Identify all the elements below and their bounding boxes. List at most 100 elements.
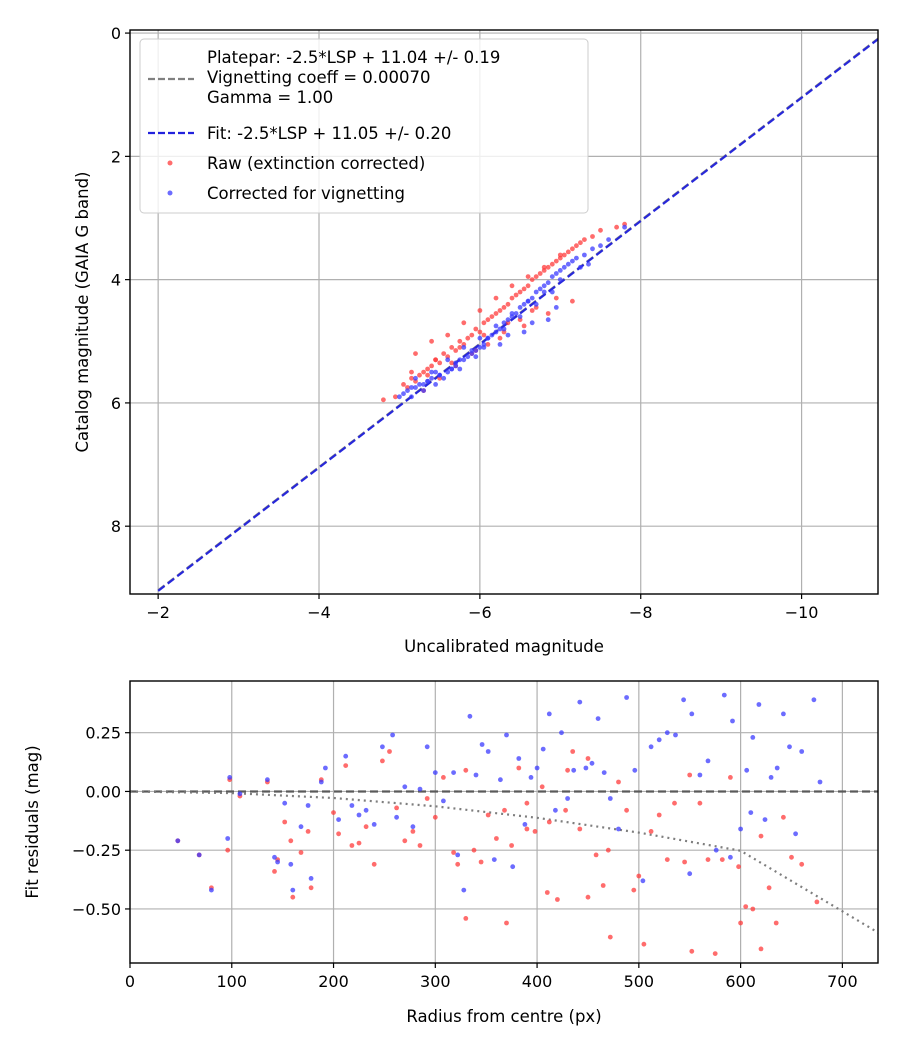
- point-corrected: [209, 887, 214, 893]
- point-corrected: [429, 375, 434, 381]
- point-raw: [521, 286, 527, 292]
- point-corrected: [318, 779, 324, 785]
- bottom-x-axis-label: Radius from centre (px): [406, 1007, 601, 1026]
- legend-fit-label: Fit: -2.5*LSP + 11.05 +/- 0.20: [207, 124, 451, 143]
- point-raw: [545, 311, 551, 316]
- point-corrected: [787, 744, 792, 750]
- point-raw: [738, 920, 743, 926]
- point-corrected: [481, 345, 487, 350]
- point-corrected: [730, 718, 735, 724]
- point-corrected: [433, 369, 438, 375]
- point-raw: [451, 850, 456, 855]
- point-raw: [766, 885, 772, 891]
- point-raw: [524, 800, 530, 806]
- point-corrected: [534, 765, 540, 771]
- point-raw: [593, 852, 599, 858]
- point-raw: [789, 854, 794, 860]
- point-corrected: [590, 246, 595, 252]
- point-corrected: [465, 354, 471, 360]
- y-tick-label: 0: [111, 24, 121, 43]
- point-corrected: [705, 758, 711, 764]
- point-corrected: [265, 777, 270, 783]
- point-raw: [449, 360, 455, 366]
- y-tick-label: 2: [111, 147, 121, 166]
- point-corrected: [529, 295, 535, 301]
- point-raw: [356, 840, 362, 846]
- point-raw: [712, 951, 718, 956]
- point-corrected: [681, 697, 686, 703]
- point-corrected: [738, 826, 743, 832]
- point-corrected: [305, 803, 311, 808]
- point-corrected: [405, 388, 410, 393]
- point-raw: [290, 894, 296, 900]
- point-corrected: [570, 258, 575, 264]
- point-raw: [773, 920, 779, 926]
- point-raw: [758, 946, 764, 952]
- point-raw: [497, 335, 503, 341]
- point-corrected: [432, 770, 438, 775]
- point-corrected: [445, 369, 451, 375]
- point-raw: [336, 831, 341, 837]
- point-raw: [421, 369, 426, 375]
- point-corrected: [473, 772, 479, 778]
- point-corrected: [501, 326, 507, 332]
- point-raw: [504, 920, 509, 926]
- point-raw: [532, 829, 538, 834]
- point-raw: [509, 843, 514, 848]
- point-corrected: [282, 800, 288, 806]
- point-corrected: [721, 692, 727, 698]
- point-raw: [590, 234, 595, 239]
- point-corrected: [449, 366, 455, 372]
- point-corrected: [571, 767, 577, 773]
- point-raw: [455, 861, 461, 867]
- point-raw: [308, 885, 314, 891]
- point-corrected: [479, 742, 485, 747]
- point-corrected: [549, 274, 555, 279]
- point-raw: [545, 264, 551, 270]
- point-corrected: [469, 348, 475, 353]
- point-corrected: [728, 854, 733, 860]
- point-raw: [561, 252, 567, 258]
- point-corrected: [410, 824, 416, 830]
- bottom-plot-area: [130, 692, 878, 956]
- point-corrected: [356, 812, 362, 818]
- point-corrected: [501, 320, 507, 326]
- point-corrected: [336, 817, 341, 822]
- point-corrected: [565, 261, 571, 267]
- point-raw: [380, 758, 385, 764]
- point-raw: [563, 807, 568, 813]
- point-raw: [555, 897, 560, 902]
- point-corrected: [521, 329, 527, 335]
- point-corrected: [485, 335, 491, 341]
- point-corrected: [308, 876, 314, 881]
- point-corrected: [557, 268, 563, 273]
- point-raw: [525, 274, 531, 279]
- point-raw: [598, 227, 603, 233]
- point-raw: [750, 906, 756, 912]
- point-corrected: [589, 760, 595, 766]
- point-corrected: [196, 852, 202, 858]
- point-corrected: [491, 857, 497, 862]
- point-corrected: [510, 864, 516, 870]
- point-raw: [497, 308, 503, 313]
- point-corrected: [225, 836, 231, 841]
- point-corrected: [521, 301, 527, 307]
- legend-platepar-line: Gamma = 1.00: [207, 88, 333, 107]
- point-raw: [524, 826, 530, 832]
- point-raw: [600, 883, 606, 888]
- point-raw: [349, 843, 355, 848]
- point-corrected: [607, 796, 613, 801]
- point-raw: [624, 807, 629, 813]
- point-corrected: [528, 775, 534, 780]
- point-raw: [471, 847, 477, 853]
- point-raw: [225, 847, 231, 853]
- point-corrected: [457, 357, 463, 363]
- point-corrected: [455, 852, 461, 858]
- point-corrected: [505, 332, 511, 338]
- point-corrected: [529, 320, 535, 326]
- point-corrected: [485, 749, 491, 754]
- point-corrected: [467, 713, 473, 719]
- point-corrected: [237, 791, 243, 797]
- point-corrected: [664, 730, 670, 736]
- point-corrected: [793, 831, 798, 837]
